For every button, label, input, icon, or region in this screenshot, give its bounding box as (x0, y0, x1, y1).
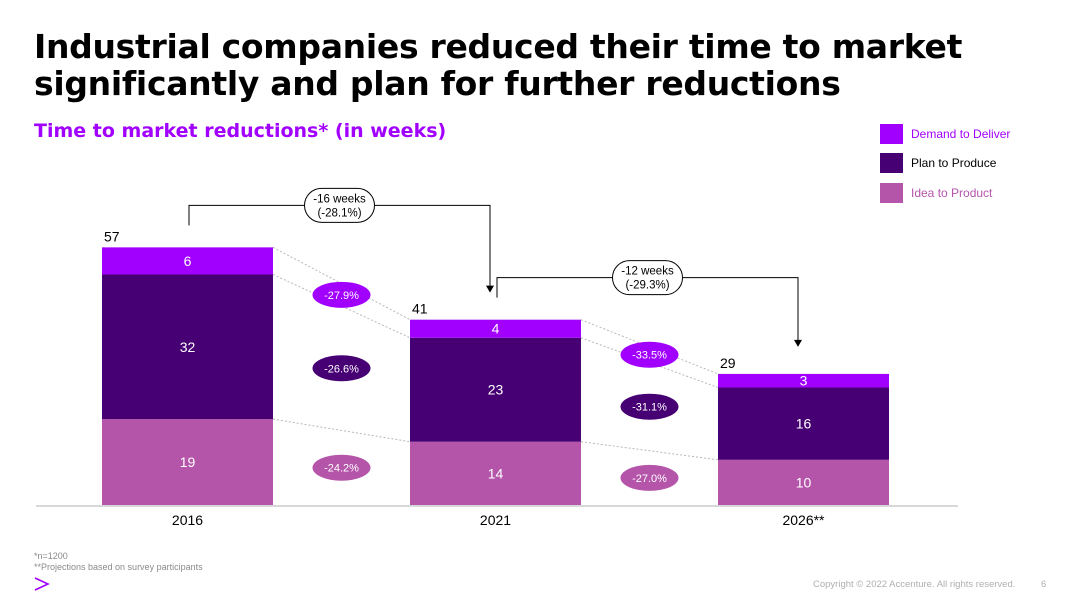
percent-change-bubble (312, 281, 371, 308)
percent-change-bubble (620, 464, 679, 491)
bar-segment (410, 441, 581, 505)
bar-segment (718, 459, 889, 505)
page-title: Industrial companies reduced their time … (34, 28, 1034, 102)
total-change-percent: (-28.1%) (317, 207, 361, 219)
copyright-notice: Copyright © 2022 Accenture. All rights r… (813, 579, 1016, 590)
dashed-connector-line (272, 418, 411, 443)
legend-label: Demand to Deliver (911, 127, 1011, 141)
bar-segment-label: 3 (800, 373, 808, 389)
legend-swatch (880, 124, 903, 144)
page-number: 6 (1041, 579, 1047, 590)
bar-segment-label: 6 (184, 253, 192, 269)
arrowhead-icon (486, 285, 494, 293)
total-change-percent: (-29.3%) (625, 280, 669, 292)
arrowhead-icon (794, 339, 802, 347)
bar-segment (102, 274, 273, 420)
bar-segment (410, 337, 581, 442)
dashed-connector-line (272, 274, 411, 339)
legend-item-plan-to-produce: Plan to Produce (880, 153, 996, 173)
percent-change-bubble (312, 454, 371, 481)
total-change-weeks: -16 weeks (313, 193, 366, 205)
percent-change-label: -31.1% (632, 402, 667, 414)
bar-total-label: 57 (104, 228, 120, 244)
bar-segment (102, 419, 273, 505)
percent-change-label: -24.2% (324, 463, 359, 475)
legend-item-idea-to-product: Idea to Product (880, 183, 992, 203)
bar-segment (102, 247, 273, 275)
bar-segment (718, 373, 889, 388)
bar-segment-label: 16 (796, 416, 812, 432)
bar-segment-label: 32 (180, 339, 196, 355)
percent-change-label: -27.0% (632, 473, 667, 485)
bar-segment-label: 14 (488, 465, 504, 481)
title-line-2: significantly and plan for further reduc… (34, 64, 841, 103)
dashed-connector-line (580, 441, 719, 461)
footnote-sample-size: *n=1200 (34, 551, 68, 561)
x-tick-label: 2026** (782, 512, 825, 528)
percent-change-bubble (312, 355, 371, 382)
bar-segment (410, 319, 581, 338)
total-change-weeks: -12 weeks (621, 266, 674, 278)
bar-segment-label: 4 (492, 321, 500, 337)
bar-segment-label: 19 (180, 454, 196, 470)
percent-change-bubble (620, 393, 679, 420)
bar-total-label: 29 (720, 355, 736, 371)
bar-segment (718, 387, 889, 460)
percent-change-label: -26.6% (324, 363, 359, 375)
bar-segment-label: 23 (488, 382, 504, 398)
percent-change-label: -27.9% (324, 290, 359, 302)
chart-subtitle: Time to market reductions* (in weeks) (34, 120, 447, 142)
legend-label: Plan to Produce (911, 156, 997, 170)
legend-swatch (880, 153, 903, 173)
percent-change-label: -33.5% (632, 350, 667, 362)
bar-total-label: 41 (412, 301, 428, 317)
percent-change-bubble (620, 341, 679, 368)
legend-swatch (880, 183, 903, 203)
x-tick-label: 2021 (480, 512, 511, 528)
footnote-projections: **Projections based on survey participan… (34, 562, 203, 572)
title-line-1: Industrial companies reduced their time … (34, 27, 963, 66)
total-change-callout-box (304, 187, 375, 223)
accenture-chevron-icon (34, 577, 50, 591)
legend-item-demand-to-deliver: Demand to Deliver (880, 124, 1010, 144)
total-change-callout-box (612, 260, 683, 296)
legend-label: Idea to Product (911, 186, 993, 200)
x-tick-label: 2016 (172, 512, 203, 528)
bar-segment-label: 10 (796, 474, 812, 490)
